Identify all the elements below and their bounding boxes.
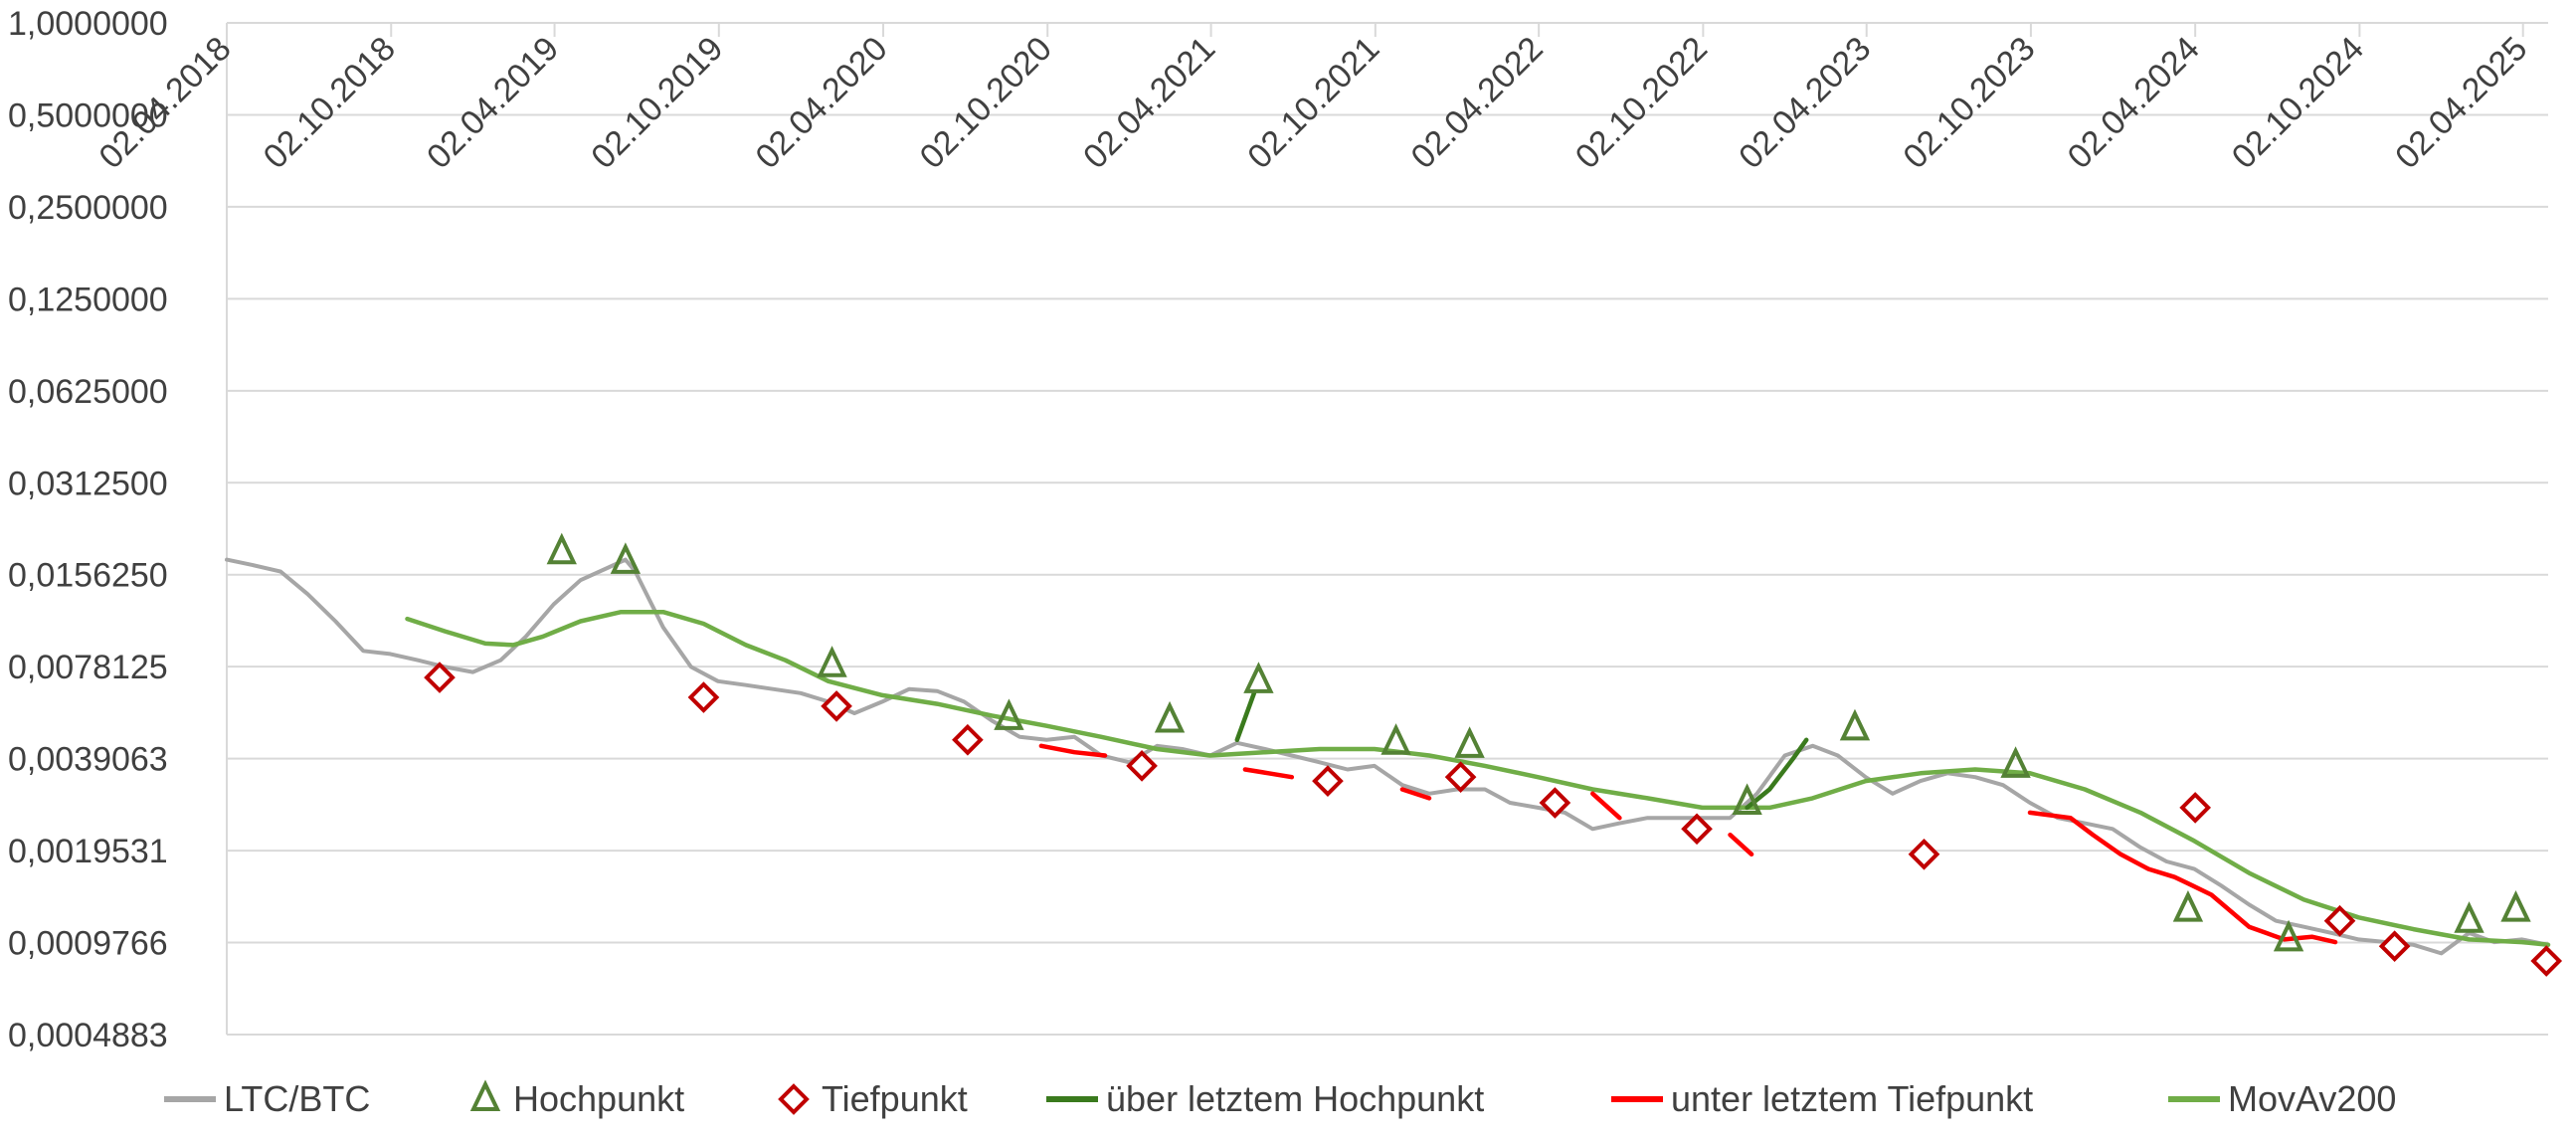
hochpunkt-marker bbox=[1839, 708, 1871, 741]
y-tick-label: 0,2500000 bbox=[8, 189, 168, 227]
tiefpunkt-marker bbox=[687, 681, 720, 713]
y-tick-label: 0,0156250 bbox=[8, 557, 168, 595]
x-axis: 02.04.2018 02.10.2018 02.04.2019 02.10.2019… bbox=[92, 30, 2534, 176]
legend-ltc-btc-label: LTC/BTC bbox=[224, 1078, 370, 1119]
hochpunkt-marker bbox=[1243, 662, 1274, 693]
tiefpunkt-marker bbox=[1126, 750, 1158, 782]
tiefpunkt-marker bbox=[821, 690, 852, 722]
legend-hochpunkt-swatch bbox=[469, 1079, 501, 1111]
x-tick-label: 02.10.2021 bbox=[1240, 30, 1386, 176]
x-tick-label: 02.10.2019 bbox=[584, 30, 730, 176]
legend-hochpunkt-label: Hochpunkt bbox=[513, 1078, 684, 1119]
hochpunkt-marker bbox=[610, 542, 642, 574]
tiefpunkt-marker bbox=[2530, 945, 2563, 977]
y-tick-label: 1,0000000 bbox=[8, 5, 168, 43]
plot-area bbox=[225, 532, 2563, 977]
y-tick-label: 0,0078125 bbox=[8, 649, 168, 686]
y-tick-label: 0,5000000 bbox=[8, 96, 168, 134]
series--ber-letztem-hochpunkt bbox=[1234, 690, 1809, 811]
hochpunkt-marker bbox=[817, 646, 847, 677]
legend-tiefpunkt-label: Tiefpunkt bbox=[822, 1078, 968, 1119]
x-tick-label: 02.04.2024 bbox=[2061, 30, 2207, 176]
tiefpunkt-marker bbox=[952, 723, 984, 756]
hochpunkt-marker bbox=[1454, 726, 1485, 758]
hochpunkt-marker bbox=[1380, 723, 1411, 755]
x-tick-label: 02.10.2018 bbox=[257, 30, 403, 176]
legend--ber-letztem-hochpunkt-label: über letztem Hochpunkt bbox=[1106, 1078, 1484, 1119]
legend-movav200-label: MovAv200 bbox=[2228, 1078, 2396, 1119]
x-tick-label: 02.10.2024 bbox=[2225, 30, 2371, 176]
y-tick-label: 0,0625000 bbox=[8, 373, 168, 411]
series-movav200 bbox=[405, 609, 2551, 948]
y-tick-label: 0,0019531 bbox=[8, 833, 168, 870]
series-unter-letztem-tiefpunkt bbox=[1038, 743, 2338, 945]
hochpunkt-marker bbox=[2273, 919, 2304, 952]
x-tick-label: 02.04.2025 bbox=[2388, 30, 2534, 176]
legend: LTC/BTC Hochpunkt Tiefpunkt über letztem Ho… bbox=[164, 1078, 2396, 1119]
x-tick-label: 02.04.2019 bbox=[420, 30, 566, 176]
series-ltc-btc bbox=[225, 557, 2550, 956]
y-tick-label: 0,0312500 bbox=[8, 465, 168, 502]
tiefpunkt-marker bbox=[424, 662, 456, 693]
hochpunkt-marker bbox=[1154, 700, 1186, 733]
tiefpunkt-marker bbox=[2179, 792, 2211, 824]
y-tick-label: 0,0039063 bbox=[8, 741, 168, 779]
hochpunkt-marker bbox=[2000, 746, 2031, 778]
grid-lines bbox=[226, 22, 2548, 1036]
hochpunkt-marker bbox=[2500, 889, 2531, 922]
tiefpunkt-marker bbox=[1312, 765, 1344, 797]
hochpunkt-marker bbox=[546, 532, 577, 565]
y-axis: 1,0000000 0,5000000 0,2500000 0,1250000 0,06… bbox=[8, 5, 168, 1054]
x-tick-label: 02.10.2023 bbox=[1896, 30, 2042, 176]
x-tick-label: 02.04.2021 bbox=[1076, 30, 1222, 176]
legend-tiefpunkt-swatch bbox=[778, 1083, 810, 1115]
y-tick-label: 0,0004883 bbox=[8, 1017, 168, 1054]
x-tick-label: 02.04.2020 bbox=[748, 30, 894, 176]
tiefpunkt-marker bbox=[2323, 904, 2356, 937]
hochpunkt-marker bbox=[994, 698, 1024, 730]
x-tick-label: 02.10.2022 bbox=[1568, 30, 1715, 176]
tiefpunkt-marker bbox=[2378, 930, 2411, 963]
tiefpunkt-marker bbox=[1444, 761, 1477, 793]
tiefpunkt-marker bbox=[1539, 787, 1571, 819]
y-tick-label: 0,0009766 bbox=[8, 925, 168, 963]
x-tick-label: 02.04.2023 bbox=[1732, 30, 1878, 176]
tiefpunkt-marker bbox=[1908, 838, 1940, 870]
hochpunkt-marker bbox=[1732, 783, 1762, 816]
x-tick-label: 02.04.2022 bbox=[1404, 30, 1551, 176]
hochpunkt-marker bbox=[2454, 901, 2484, 933]
x-tick-label: 02.10.2020 bbox=[913, 30, 1059, 176]
legend-unter-letztem-tiefpunkt-label: unter letztem Tiefpunkt bbox=[1671, 1078, 2033, 1119]
tiefpunkt-marker bbox=[1681, 813, 1713, 846]
hochpunkt-marker bbox=[2172, 889, 2204, 922]
y-tick-label: 0,1250000 bbox=[8, 281, 168, 318]
